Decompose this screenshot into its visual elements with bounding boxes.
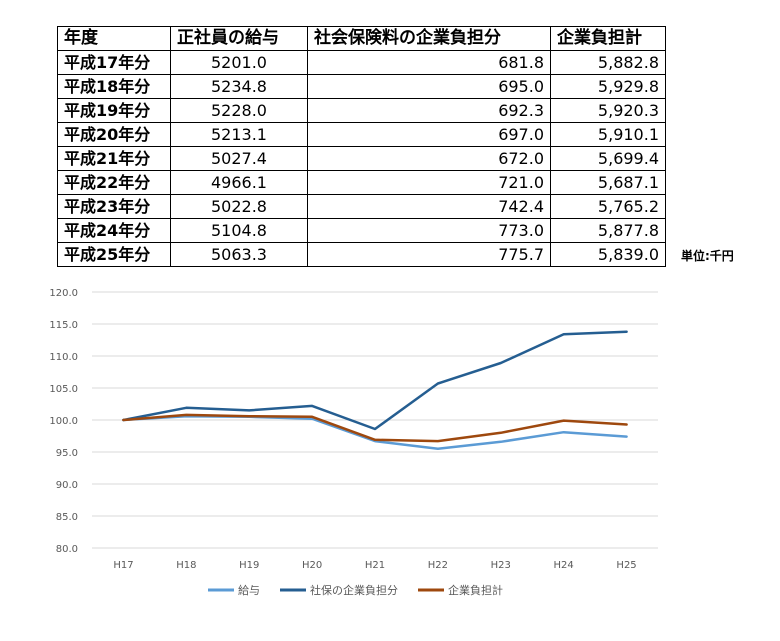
cell-social-insurance: 672.0	[307, 146, 551, 171]
cell-social-insurance: 775.7	[307, 242, 551, 267]
x-tick-label: H21	[365, 560, 385, 571]
table-row: 平成23年分 5022.8 742.4 5,765.2	[57, 194, 666, 219]
cell-salary: 5027.4	[170, 146, 308, 171]
table-header-row: 年度 正社員の給与 社会保険料の企業負担分 企業負担計	[57, 26, 666, 51]
y-tick-label: 95.0	[56, 448, 78, 459]
data-table: 年度 正社員の給与 社会保険料の企業負担分 企業負担計 平成17年分 5201.0…	[57, 26, 666, 267]
cell-year: 平成18年分	[57, 74, 171, 99]
x-tick-label: H20	[302, 560, 322, 571]
y-tick-label: 80.0	[56, 544, 78, 555]
cell-social-insurance: 692.3	[307, 98, 551, 123]
table-row: 平成24年分 5104.8 773.0 5,877.8	[57, 218, 666, 243]
table-row: 平成17年分 5201.0 681.8 5,882.8	[57, 50, 666, 75]
line-chart: 80.0 85.0 90.0 95.0 100.0 105.0 110.0 115.0 120.…	[49, 288, 658, 597]
x-tick-label: H25	[616, 560, 636, 571]
y-tick-label: 115.0	[49, 320, 78, 331]
cell-social-insurance: 681.8	[307, 50, 551, 75]
cell-year: 平成20年分	[57, 122, 171, 147]
table-row: 平成22年分 4966.1 721.0 5,687.1	[57, 170, 666, 195]
series-line-0	[122, 414, 628, 451]
cell-salary: 4966.1	[170, 170, 308, 195]
y-tick-label: 105.0	[49, 384, 78, 395]
cell-salary: 5213.1	[170, 122, 308, 147]
y-tick-label: 85.0	[56, 512, 78, 523]
table-row: 平成25年分 5063.3 775.7 5,839.0	[57, 242, 666, 267]
header-year: 年度	[57, 26, 171, 51]
cell-total: 5,699.4	[550, 146, 666, 171]
cell-social-insurance: 697.0	[307, 122, 551, 147]
series-line-1	[122, 330, 628, 431]
header-social-insurance: 社会保険料の企業負担分	[307, 26, 551, 51]
legend-label: 社保の企業負担分	[310, 583, 398, 597]
x-tick-label: H17	[113, 560, 133, 571]
cell-salary: 5234.8	[170, 74, 308, 99]
header-salary: 正社員の給与	[170, 26, 308, 51]
y-tick-label: 100.0	[49, 416, 78, 427]
cell-total: 5,882.8	[550, 50, 666, 75]
cell-salary: 5201.0	[170, 50, 308, 75]
cell-year: 平成21年分	[57, 146, 171, 171]
cell-total: 5,765.2	[550, 194, 666, 219]
legend-label: 企業負担計	[448, 583, 503, 597]
cell-year: 平成19年分	[57, 98, 171, 123]
cell-year: 平成24年分	[57, 218, 171, 243]
x-tick-label: H23	[491, 560, 511, 571]
cell-salary: 5228.0	[170, 98, 308, 123]
cell-total: 5,910.1	[550, 122, 666, 147]
table-row: 平成18年分 5234.8 695.0 5,929.8	[57, 74, 666, 99]
cell-year: 平成23年分	[57, 194, 171, 219]
cell-social-insurance: 742.4	[307, 194, 551, 219]
x-tick-label: H18	[176, 560, 196, 571]
series-line-2	[122, 413, 628, 443]
y-tick-label: 120.0	[49, 288, 78, 299]
table-row: 平成21年分 5027.4 672.0 5,699.4	[57, 146, 666, 171]
cell-total: 5,687.1	[550, 170, 666, 195]
x-tick-label: H22	[428, 560, 448, 571]
cell-total: 5,920.3	[550, 98, 666, 123]
cell-salary: 5104.8	[170, 218, 308, 243]
cell-total: 5,877.8	[550, 218, 666, 243]
y-tick-label: 110.0	[49, 352, 78, 363]
cell-year: 平成22年分	[57, 170, 171, 195]
x-tick-label: H24	[554, 560, 574, 571]
y-tick-label: 90.0	[56, 480, 78, 491]
cell-salary: 5063.3	[170, 242, 308, 267]
cell-year: 平成17年分	[57, 50, 171, 75]
cell-total: 5,839.0	[550, 242, 666, 267]
x-tick-label: H19	[239, 560, 259, 571]
table-row: 平成20年分 5213.1 697.0 5,910.1	[57, 122, 666, 147]
cell-social-insurance: 773.0	[307, 218, 551, 243]
header-total: 企業負担計	[550, 26, 666, 51]
cell-total: 5,929.8	[550, 74, 666, 99]
unit-label: 単位:千円	[681, 249, 734, 263]
cell-year: 平成25年分	[57, 242, 171, 267]
table-row: 平成19年分 5228.0 692.3 5,920.3	[57, 98, 666, 123]
legend-label: 給与	[238, 583, 260, 597]
cell-social-insurance: 695.0	[307, 74, 551, 99]
cell-social-insurance: 721.0	[307, 170, 551, 195]
cell-salary: 5022.8	[170, 194, 308, 219]
